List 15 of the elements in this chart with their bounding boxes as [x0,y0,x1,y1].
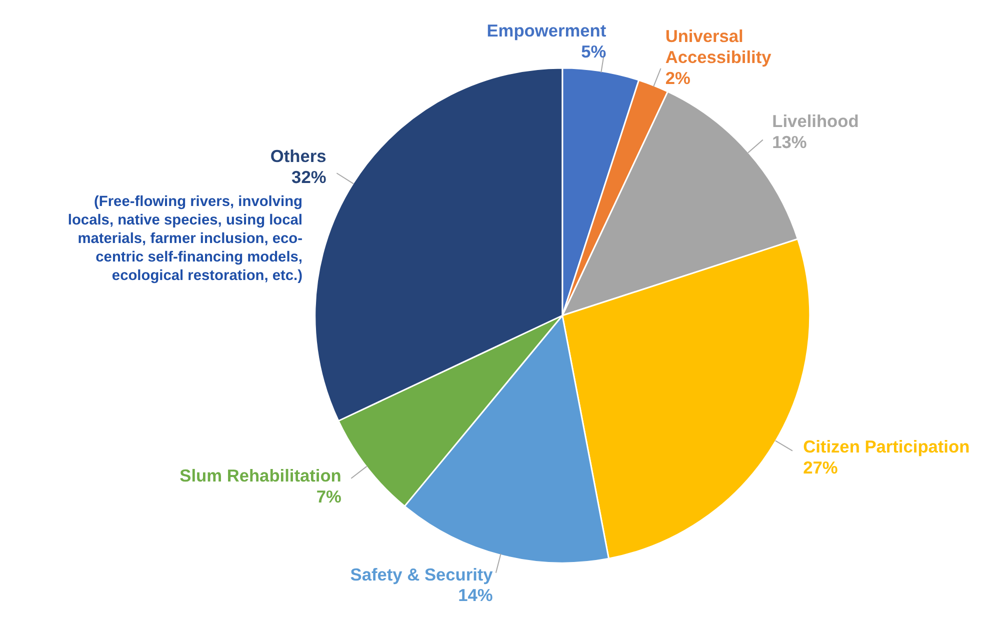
slice-label: Empowerment [486,20,606,40]
slice-label: Safety & Security [350,564,494,584]
data-label: 27% [803,457,838,478]
data-label: 13% [772,132,807,152]
slice-label: Others [270,146,326,166]
slice-label: Universal Accessibility [665,26,772,68]
data-label: 5% [581,41,606,62]
slice-label: Livelihood [772,111,859,132]
text: (Free-flowing rivers, involving locals, native species, using local materials, farmer inclusion, eco-centric self-financing models, ecological restoration, etc.) [68,194,303,284]
data-label: 7% [316,486,342,506]
data-label: 2% [665,68,690,88]
slice-label: Slum Rehabilitation [180,465,342,486]
data-label: 14% [458,585,493,606]
data-label: 32% [292,166,326,187]
slice-label: Citizen Participation [803,436,970,457]
